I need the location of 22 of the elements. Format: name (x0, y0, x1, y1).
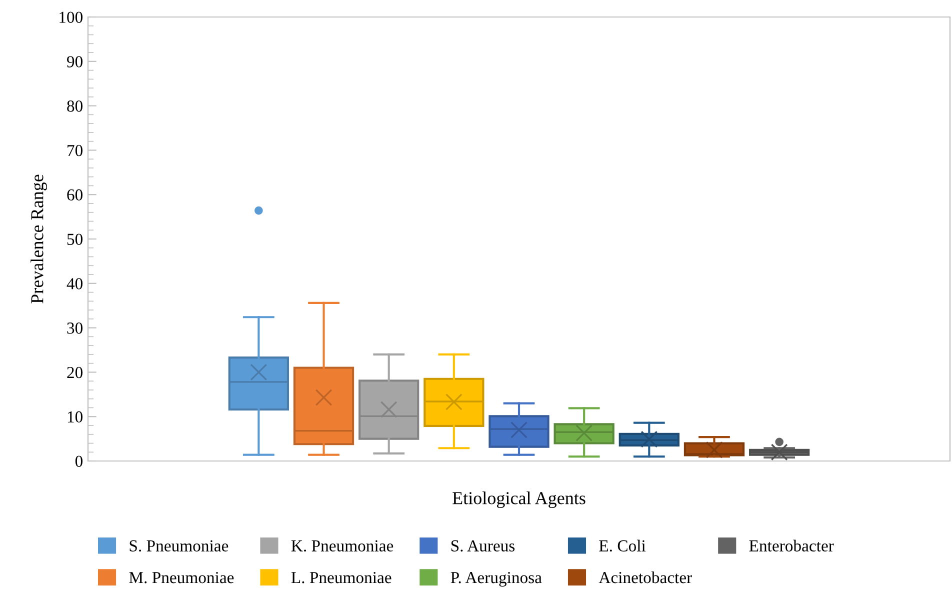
legend-label: Acinetobacter (598, 571, 692, 584)
y-tick-label: 100 (60, 12, 83, 23)
y-tick-label: 20 (67, 366, 83, 378)
legend-label: Enterobacter (749, 540, 834, 552)
legend-label: K. Pneumoniae (291, 540, 394, 552)
y-axis-title: Prevalence Range (30, 174, 48, 304)
legend-label: S. Aureus (451, 540, 515, 552)
legend-label: L. Pneumoniae (291, 572, 392, 584)
y-tick-label: 60 (67, 189, 83, 201)
y-tick-label: 70 (68, 144, 83, 156)
y-tick-label: 90 (67, 56, 83, 68)
y-tick-label: 10 (68, 411, 83, 423)
legend-label: E. Coli (599, 540, 646, 552)
legend-label: P. Aeruginosa (450, 572, 542, 587)
legend-label: S. Pneumoniae (130, 540, 228, 552)
y-tick-label: 80 (67, 100, 83, 112)
y-tick-label: 50 (67, 234, 83, 245)
y-tick-label: 30 (67, 322, 83, 334)
x-axis-title: Etiological Agents (452, 492, 586, 508)
y-tick-label: 0 (75, 456, 83, 467)
y-tick-label: 40 (66, 278, 83, 290)
legend-label: M. Pneumoniae (129, 572, 234, 584)
